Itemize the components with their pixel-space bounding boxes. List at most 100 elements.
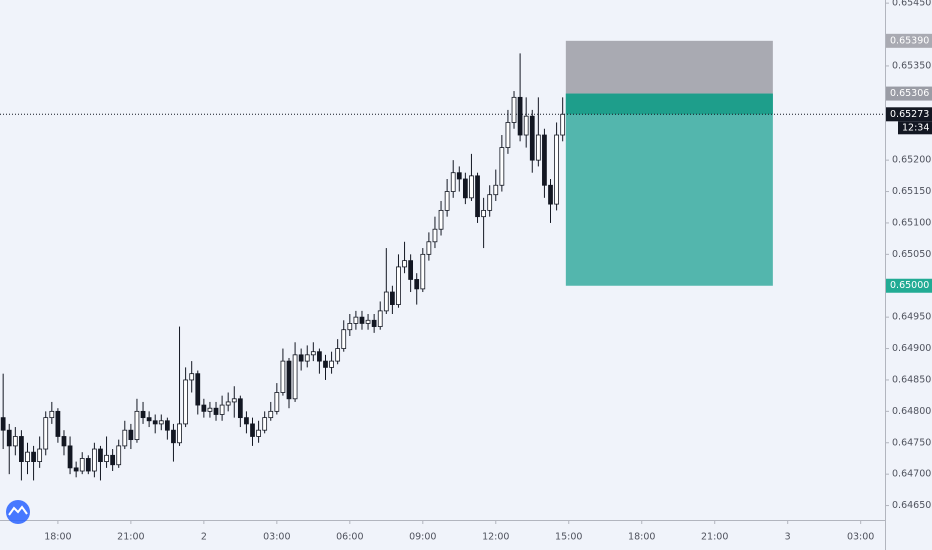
price-label: 0.65000 xyxy=(890,280,929,291)
y-tick-label: 0.65100 xyxy=(892,217,931,228)
candle-body xyxy=(420,253,426,290)
candle-body xyxy=(237,398,243,419)
candle-body xyxy=(450,172,456,192)
price-label: 0.65390 xyxy=(890,35,929,46)
stop-zone xyxy=(565,40,773,94)
logo-wave xyxy=(8,505,28,516)
candle-body xyxy=(67,445,73,469)
candle-body xyxy=(31,451,36,462)
price-label: 0.65273 xyxy=(890,109,929,120)
candle-body xyxy=(335,348,341,362)
x-tick-label: 06:00 xyxy=(336,532,363,543)
x-tick-label: 09:00 xyxy=(409,532,436,543)
candle-body xyxy=(164,420,170,431)
candle-body xyxy=(438,209,444,230)
x-tick-label: 21:00 xyxy=(117,532,144,543)
x-tick-label: 2 xyxy=(201,532,207,543)
candle-body xyxy=(377,310,383,327)
candle-body xyxy=(183,379,188,425)
target-zone xyxy=(565,93,773,286)
candle-body xyxy=(61,436,67,447)
candle-body xyxy=(292,354,298,400)
candle-body xyxy=(116,445,122,466)
candle-body xyxy=(98,448,103,462)
candle-body xyxy=(298,354,304,362)
price-label-bg xyxy=(886,107,932,122)
candle-body xyxy=(408,260,414,280)
candle-body xyxy=(104,454,109,462)
y-tick-label: 0.64750 xyxy=(892,437,931,448)
candle-body xyxy=(462,178,468,199)
candle-body xyxy=(158,420,164,425)
x-tick-label: 21:00 xyxy=(701,532,728,543)
candle-body xyxy=(110,454,116,466)
candle-body xyxy=(432,228,438,243)
y-tick-label: 0.65450 xyxy=(892,0,931,9)
candle-body xyxy=(274,392,280,412)
candle-body xyxy=(554,134,559,205)
x-tick-label: 03:00 xyxy=(263,532,290,543)
candle-body xyxy=(323,360,328,368)
candle-body xyxy=(329,360,334,368)
candle-body xyxy=(213,407,219,415)
price-label-bg xyxy=(886,86,932,101)
candle-body xyxy=(317,351,322,362)
candle-body xyxy=(505,122,511,148)
candle-body xyxy=(19,436,24,462)
y-tick-label: 0.65050 xyxy=(892,249,931,260)
candle-body xyxy=(359,316,365,324)
candle-body xyxy=(280,360,286,393)
candle-body xyxy=(231,398,237,403)
candle-body xyxy=(128,429,134,441)
candle-body xyxy=(219,404,225,415)
y-tick-label: 0.64950 xyxy=(892,312,931,323)
countdown-bg xyxy=(898,121,932,135)
candle-body xyxy=(55,410,61,437)
candle-body xyxy=(402,260,407,268)
candle-body xyxy=(134,410,140,441)
candle-body xyxy=(548,184,553,205)
candle-body xyxy=(85,458,91,472)
candle-body xyxy=(310,351,316,356)
candle-body xyxy=(529,115,535,161)
candle-body xyxy=(12,436,18,447)
candle-body xyxy=(122,429,128,447)
x-tick-label: 03:00 xyxy=(847,532,874,543)
candle-body xyxy=(365,319,371,324)
candle-body xyxy=(481,209,486,218)
plot-area xyxy=(0,40,885,481)
candle-body xyxy=(493,184,499,196)
candle-body xyxy=(201,404,207,412)
candle-body xyxy=(390,291,395,305)
candle-body xyxy=(37,448,43,462)
candle-body xyxy=(469,175,474,199)
candle-body xyxy=(177,423,182,444)
x-tick-label: 12:00 xyxy=(482,532,509,543)
candle-body xyxy=(262,417,268,431)
price-label-bg xyxy=(886,33,932,48)
candle-body xyxy=(256,429,261,437)
candle-body xyxy=(511,96,517,123)
y-tick-label: 0.65200 xyxy=(892,155,931,166)
candle-body xyxy=(383,291,389,312)
y-tick-label: 0.65350 xyxy=(892,60,931,71)
candle-body xyxy=(560,113,566,136)
candle-body xyxy=(250,423,255,437)
y-tick-label: 0.64650 xyxy=(892,500,931,511)
candle-body xyxy=(152,420,158,425)
candle-body xyxy=(225,401,231,406)
candle-body xyxy=(371,319,377,327)
price-label-bg xyxy=(886,278,932,293)
candle-body xyxy=(25,451,30,462)
candle-body xyxy=(286,360,292,400)
logo xyxy=(6,500,30,524)
price-label: 0.65306 xyxy=(890,88,929,99)
y-tick-label: 0.65150 xyxy=(892,186,931,197)
candle-body xyxy=(304,354,310,362)
candle-body xyxy=(414,279,420,290)
candle-body xyxy=(189,373,195,381)
candle-body xyxy=(523,115,529,136)
x-tick-label: 18:00 xyxy=(628,532,655,543)
